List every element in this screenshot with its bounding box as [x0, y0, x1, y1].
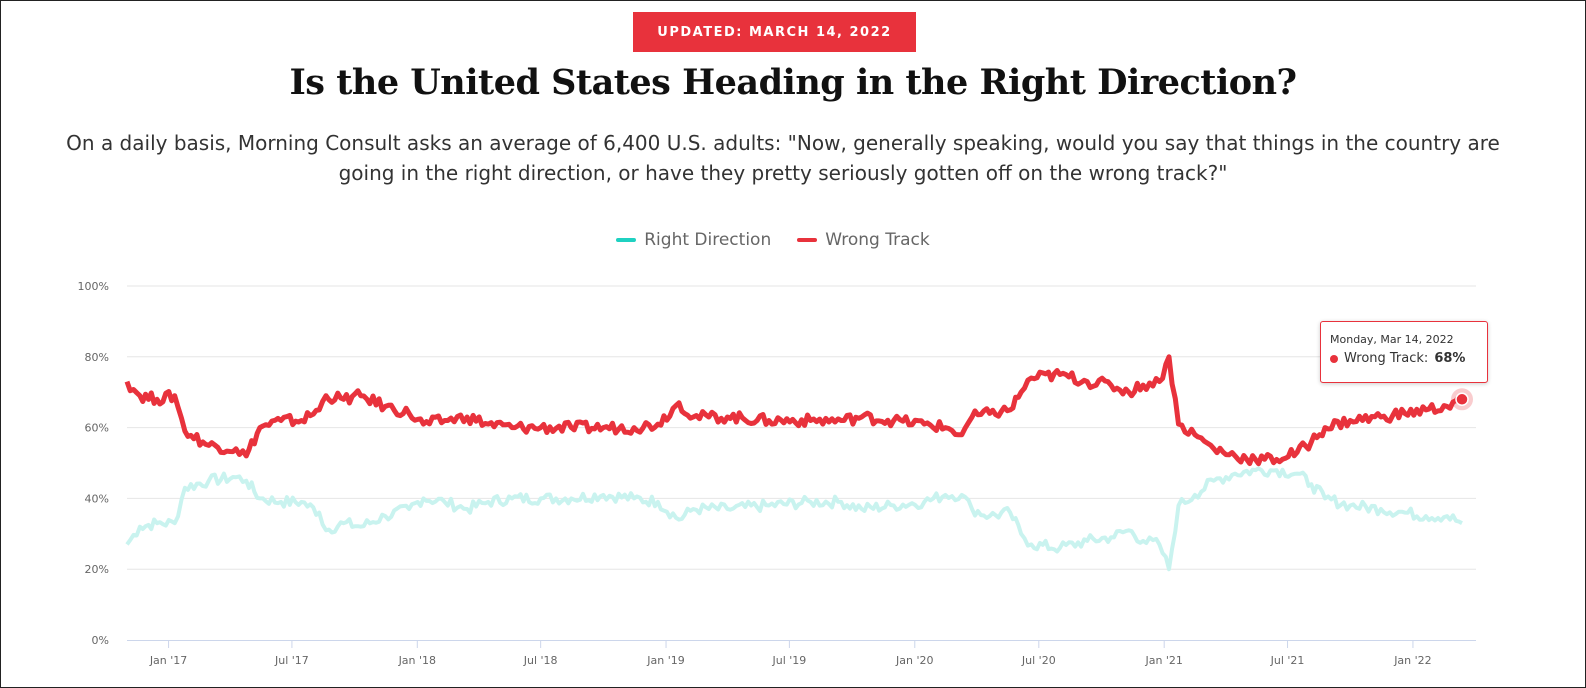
- x-tick-label: Jul '19: [771, 654, 806, 667]
- x-tick-label: Jul '20: [1021, 654, 1056, 667]
- y-tick-label: 0%: [92, 634, 109, 647]
- x-tick-label: Jan '19: [646, 654, 684, 667]
- x-tick-label: Jan '22: [1393, 654, 1431, 667]
- page-subtitle: On a daily basis, Morning Consult asks a…: [66, 131, 1500, 185]
- hover-point: [1455, 392, 1469, 407]
- legend-swatch-right-direction: [616, 238, 637, 242]
- chart-legend: Right Direction Wrong Track: [0, 230, 1546, 250]
- y-tick-label: 40%: [85, 492, 109, 505]
- legend-label-right-direction: Right Direction: [644, 230, 772, 250]
- chart-tooltip: Monday, Mar 14, 2022 Wrong Track: 68%: [1320, 321, 1488, 383]
- legend-item-wrong-track[interactable]: Wrong Track: [797, 230, 930, 250]
- legend-swatch-wrong-track: [797, 238, 818, 242]
- page-title: Is the United States Heading in the Righ…: [289, 62, 1297, 103]
- y-tick-label: 20%: [85, 563, 109, 576]
- tooltip-series-dot: [1330, 354, 1338, 363]
- x-tick-label: Jan '18: [398, 654, 436, 667]
- series-line-wrong-track: [124, 354, 1464, 467]
- tooltip-row: Wrong Track: 68%: [1330, 351, 1465, 366]
- tooltip-value: 68%: [1434, 351, 1466, 366]
- tooltip-series-label: Wrong Track:: [1344, 351, 1429, 366]
- x-tick-label: Jul '21: [1270, 654, 1305, 667]
- legend-label-wrong-track: Wrong Track: [825, 230, 930, 250]
- x-tick-label: Jan '17: [149, 654, 187, 667]
- y-tick-label: 80%: [85, 351, 109, 364]
- x-tick-label: Jul '18: [523, 654, 558, 667]
- y-tick-label: 60%: [85, 422, 109, 435]
- x-tick-label: Jan '21: [1144, 654, 1182, 667]
- series-line-right-direction: [125, 466, 1463, 572]
- y-tick-label: 100%: [78, 280, 109, 293]
- x-tick-label: Jan '20: [895, 654, 933, 667]
- line-chart[interactable]: 0% 20% 40% 60% 80% 100% Jan '17 Jul '17 Jan '18 J…: [0, 270, 1586, 680]
- x-tick-label: Jul '17: [274, 654, 309, 667]
- tooltip-date: Monday, Mar 14, 2022: [1330, 333, 1454, 346]
- updated-badge: UPDATED: MARCH 14, 2022: [633, 12, 916, 52]
- legend-item-right-direction[interactable]: Right Direction: [616, 230, 771, 250]
